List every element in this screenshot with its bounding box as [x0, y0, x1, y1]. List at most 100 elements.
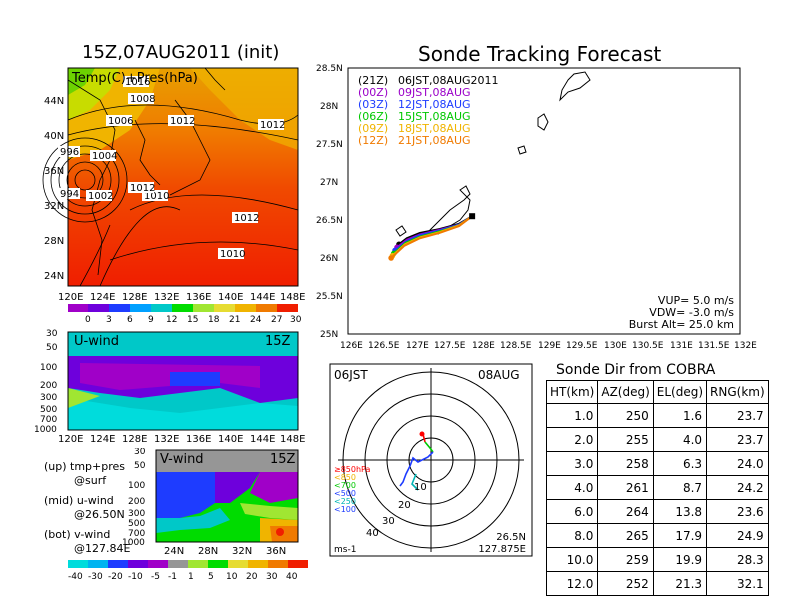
table-cell: 23.6 [706, 499, 769, 524]
u-wind-time: 15Z [265, 334, 291, 349]
lat-tick: 36N [44, 166, 64, 177]
notes: (up) tmp+pres @surf (mid) u-wind @26.50N… [44, 460, 130, 556]
v-pres-ticks: 30 50 100 200 300 500 700 1000 [122, 448, 146, 548]
colorbar-label: 30 [266, 572, 278, 582]
pres-tick: 300 [40, 393, 57, 403]
lon-tick: 128.5E [500, 341, 532, 351]
temp-colorbar-labels: 0 3 6 9 12 15 18 21 24 27 30 [85, 315, 302, 325]
isobar-label: 1012 [234, 213, 259, 224]
colorbar-label: 40 [286, 572, 298, 582]
isobar-label: 1010 [144, 191, 169, 202]
hodo-level: <250 [334, 497, 356, 506]
lat-tick: 28N [198, 546, 218, 557]
table-row: 6.0 264 13.8 23.6 [545, 499, 769, 524]
colorbar-label: -20 [108, 572, 123, 582]
note-title: (bot) v-wind [44, 528, 111, 541]
hodo-level: <700 [334, 481, 356, 490]
colorbar-label: -40 [68, 572, 83, 582]
colorbar-label: 10 [226, 572, 238, 582]
isobar-label: 994 [60, 189, 79, 200]
wind-colorbar: -40 -30 -20 -10 -5 -1 1 5 10 20 30 40 [68, 560, 308, 582]
hodo-lat: 26.5N [496, 532, 526, 543]
lon-tick: 131E [670, 341, 693, 351]
u-pres-ticks: 30 50 100 200 300 500 700 1000 [34, 329, 58, 435]
lon-tick: 128E [472, 341, 495, 351]
lon-tick: 127.5E [434, 341, 466, 351]
lon-tick: 129.5E [566, 341, 598, 351]
hodo-level: <850 [334, 473, 356, 482]
lon-tick: 130E [604, 341, 627, 351]
table-cell: 24.0 [706, 451, 769, 476]
lat-tick: 28.5N [316, 64, 343, 74]
lon-tick: 144E [250, 434, 275, 445]
track-map-panel: 28.5N 28N 27.5N 27N 26.5N 26N 25.5N 25N … [316, 64, 757, 351]
hodo-level: <100 [334, 505, 356, 514]
colorbar-label: 30 [290, 315, 302, 325]
lon-tick: 131.5E [698, 341, 730, 351]
ring-label: 30 [382, 516, 395, 527]
v-lat-ticks: 24N 28N 32N 36N [164, 546, 286, 557]
pres-tick: 50 [134, 461, 146, 471]
lon-tick: 148E [280, 434, 305, 445]
table-cell: 23.7 [706, 427, 769, 452]
surface-map-panel: 1008 1006 1012 1012 996 1004 1016 994 10… [42, 67, 305, 325]
isobar-label: 1008 [130, 94, 155, 105]
pres-tick: 100 [128, 481, 145, 491]
pres-tick: 30 [46, 329, 58, 339]
v-wind-time: 15Z [270, 452, 296, 467]
right-title: Sonde Tracking Forecast [418, 42, 662, 66]
table-header: EL(deg) [652, 380, 708, 404]
pres-tick: 200 [128, 497, 145, 507]
table-row: 1.0 250 1.6 23.7 [545, 403, 769, 428]
isobar-label: 1016 [125, 77, 150, 88]
param-vdw: VDW= -3.0 m/s [649, 306, 734, 319]
lon-tick: 132E [154, 292, 179, 303]
hodo-ring-labels: 10 20 30 40 [366, 482, 427, 539]
pres-tick: 700 [128, 529, 145, 539]
colorbar-label: -30 [88, 572, 103, 582]
u-lon-ticks: 120E 124E 128E 132E 136E 140E 144E 148E [58, 434, 305, 445]
colorbar-label: 5 [208, 572, 214, 582]
hodo-levels: ≥850hPa <850 <700 <500 <250 <100 [334, 465, 371, 514]
legend-time: 09JST,08AUG [398, 86, 471, 99]
table-cell: 6.0 [545, 499, 599, 524]
table-cell: 24.9 [706, 523, 769, 548]
legend-code: (03Z) [358, 98, 388, 111]
lon-tick: 126.5E [368, 341, 400, 351]
hodo-lon: 127.875E [478, 544, 526, 555]
colorbar-label: 6 [127, 315, 133, 325]
u-wind-label: U-wind [74, 334, 119, 349]
table-cell: 250 [597, 403, 654, 428]
table-cell: 17.9 [652, 523, 708, 548]
isobar-label: 1010 [220, 249, 245, 260]
hodo-trace [399, 431, 434, 491]
lat-tick: 40N [44, 131, 64, 142]
table-cell: 255 [597, 427, 654, 452]
map-panel-label: Temp(C)+Pres(hPa) [71, 71, 198, 86]
isobar-label: 1006 [108, 116, 133, 127]
hodo-date: 08AUG [478, 368, 520, 382]
lon-tick: 136E [186, 434, 211, 445]
pres-tick: 300 [128, 509, 145, 519]
lon-tick: 144E [250, 292, 275, 303]
lat-tick: 27.5N [316, 140, 343, 150]
lat-tick: 26.5N [316, 216, 343, 226]
legend-time: 06JST,08AUG2011 [398, 74, 499, 87]
isobar-label: 1002 [88, 191, 113, 202]
note-title: (mid) u-wind [44, 494, 114, 507]
table-cell: 1.0 [545, 403, 599, 428]
sonde-direction-table: HT(km) AZ(deg) EL(deg) RNG(km) 1.0 250 1.6… [545, 380, 769, 596]
lon-tick: 132E [154, 434, 179, 445]
track-lon-ticks: 126E 126.5E 127E 127.5E 128E 128.5E 129E… [340, 341, 757, 351]
colorbar-label: 3 [106, 315, 112, 325]
legend-code: (09Z) [358, 122, 388, 135]
legend-code: (12Z) [358, 134, 388, 147]
table-cell: 19.9 [652, 547, 708, 572]
legend-code: (21Z) [358, 74, 388, 87]
wind-colorbar-labels: -40 -30 -20 -10 -5 -1 1 5 10 20 30 40 [68, 572, 298, 582]
table-row: 8.0 265 17.9 24.9 [545, 523, 769, 548]
lat-tick: 32N [44, 201, 64, 212]
v-wind-label: V-wind [160, 452, 204, 467]
v-wind-field [156, 450, 298, 542]
table-row: 12.0 252 21.3 32.1 [545, 571, 769, 596]
